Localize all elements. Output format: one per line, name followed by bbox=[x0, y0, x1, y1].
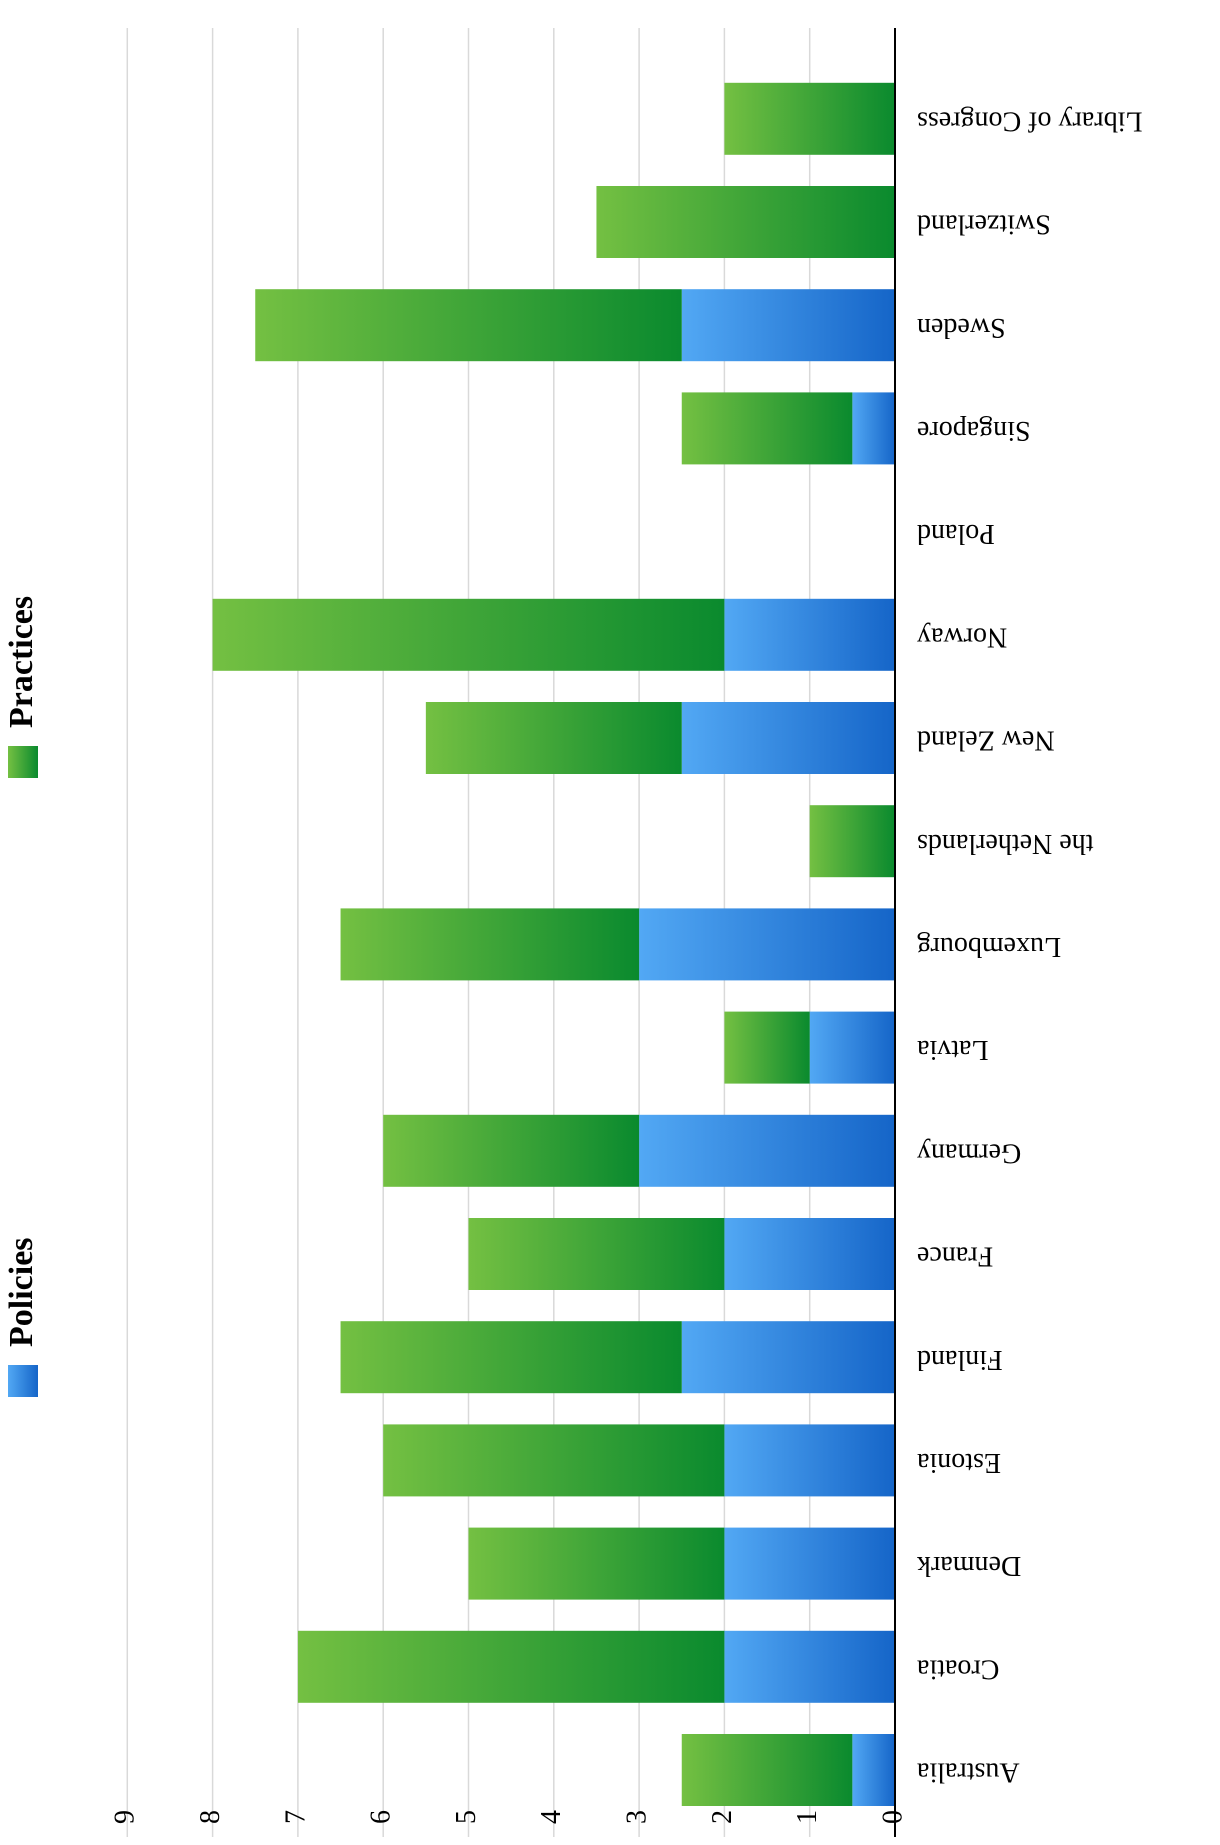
category-label-luxembourg: Luxembourg bbox=[917, 931, 1061, 962]
bar-practices-switzerland bbox=[596, 186, 895, 258]
category-label-poland: Poland bbox=[917, 518, 995, 549]
bar-practices-germany bbox=[383, 1115, 639, 1187]
bar-policies-france bbox=[724, 1218, 895, 1290]
legend-label-policies: Policies bbox=[3, 1237, 40, 1347]
category-label-sweden: Sweden bbox=[917, 312, 1006, 343]
bar-policies-new-zeland bbox=[682, 702, 895, 774]
bar-policies-denmark bbox=[724, 1528, 895, 1600]
bar-practices-australia bbox=[682, 1734, 853, 1806]
category-label-norway: Norway bbox=[917, 621, 1007, 652]
category-label-france: France bbox=[917, 1241, 993, 1272]
value-tick-labels: 0 1 2 3 4 5 6 7 8 9 bbox=[110, 1810, 909, 1824]
category-label-croatia: Croatia bbox=[916, 1653, 999, 1684]
bar-policies-australia bbox=[852, 1734, 895, 1806]
bar-practices-sweden bbox=[255, 289, 682, 361]
bar-practices-luxembourg bbox=[341, 908, 640, 980]
category-label-australia: Australia bbox=[916, 1757, 1019, 1788]
value-tick-6: 6 bbox=[366, 1810, 397, 1824]
bar-practices-denmark bbox=[469, 1528, 725, 1600]
bar-policies-latvia bbox=[810, 1012, 895, 1084]
category-label-library-of-congress: Library of Congress bbox=[917, 105, 1143, 136]
value-tick-8: 8 bbox=[195, 1810, 226, 1824]
bar-policies-finland bbox=[682, 1321, 895, 1393]
bar-policies-germany bbox=[639, 1115, 895, 1187]
category-label-singapore: Singapore bbox=[917, 415, 1031, 446]
value-tick-2: 2 bbox=[707, 1810, 738, 1824]
category-label-finland: Finland bbox=[917, 1344, 1003, 1375]
value-tick-3: 3 bbox=[622, 1810, 653, 1824]
value-tick-5: 5 bbox=[451, 1810, 482, 1824]
value-tick-1: 1 bbox=[792, 1810, 823, 1824]
legend: Policies Practices bbox=[3, 596, 40, 1397]
legend-label-practices: Practices bbox=[3, 596, 40, 728]
bar-practices-library-of-congress bbox=[724, 83, 895, 155]
category-label-germany: Germany bbox=[917, 1137, 1021, 1168]
bar-policies-luxembourg bbox=[639, 908, 895, 980]
value-tick-4: 4 bbox=[536, 1810, 567, 1824]
bar-practices-singapore bbox=[682, 392, 853, 464]
bar-practices-new-zeland bbox=[426, 702, 682, 774]
category-label-estonia: Estonia bbox=[916, 1447, 1001, 1478]
legend-swatch-policies bbox=[8, 1365, 38, 1397]
value-tick-9: 9 bbox=[110, 1810, 141, 1824]
bar-practices-latvia bbox=[724, 1012, 809, 1084]
legend-swatch-practices bbox=[8, 746, 38, 778]
bar-policies-croatia bbox=[724, 1631, 895, 1703]
bar-policies-singapore bbox=[852, 392, 895, 464]
bar-practices-estonia bbox=[383, 1424, 724, 1496]
bar-practices-finland bbox=[341, 1321, 682, 1393]
value-tick-7: 7 bbox=[280, 1810, 311, 1824]
bar-practices-norway bbox=[213, 599, 725, 671]
category-label-switzerland: Switzerland bbox=[917, 209, 1051, 240]
bar-practices-france bbox=[469, 1218, 725, 1290]
bar-policies-sweden bbox=[682, 289, 895, 361]
category-label-denmark: Denmark bbox=[917, 1550, 1021, 1581]
bar-policies-estonia bbox=[724, 1424, 895, 1496]
category-labels: Australia Croatia Denmark Estonia Finland Fra… bbox=[916, 105, 1142, 1787]
value-tick-0: 0 bbox=[877, 1810, 908, 1824]
bar-practices-the-netherlands bbox=[810, 805, 895, 877]
category-label-new-zeland: New Zeland bbox=[917, 725, 1055, 756]
bar-practices-croatia bbox=[298, 1631, 725, 1703]
bars bbox=[213, 83, 895, 1806]
category-label-latvia: Latvia bbox=[916, 1034, 988, 1065]
bar-policies-norway bbox=[724, 599, 895, 671]
category-label-the-netherlands: the Netherlands bbox=[917, 828, 1094, 859]
